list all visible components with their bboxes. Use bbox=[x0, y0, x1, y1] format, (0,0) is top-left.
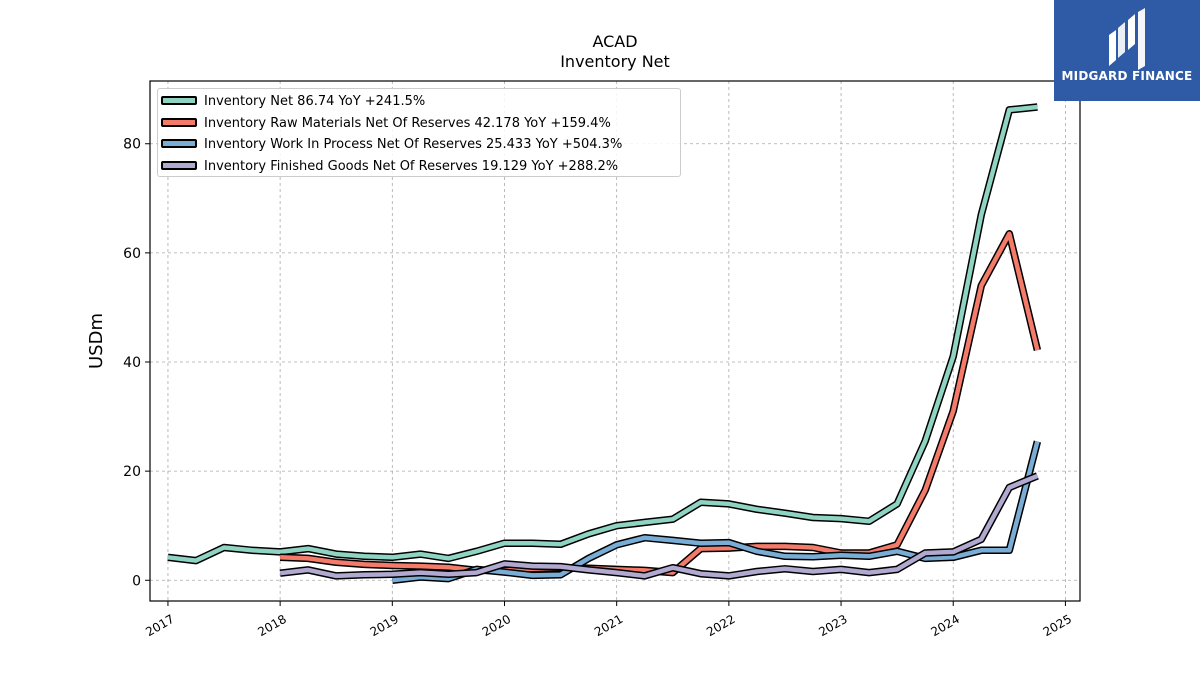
series-lines bbox=[167, 103, 1042, 585]
series-line bbox=[279, 472, 1039, 580]
x-tick-label: 2018 bbox=[255, 612, 288, 639]
legend-swatch bbox=[161, 160, 197, 170]
legend-entry: Inventory Work In Process Net Of Reserve… bbox=[158, 134, 680, 156]
x-tick-label: 2019 bbox=[368, 612, 401, 639]
series-line bbox=[391, 440, 1042, 585]
x-tick-label: 2021 bbox=[592, 612, 625, 639]
legend-swatch bbox=[161, 117, 197, 127]
legend-label: Inventory Net 86.74 YoY +241.5% bbox=[204, 94, 426, 109]
x-tick-label: 2024 bbox=[929, 612, 962, 639]
legend-entry: Inventory Net 86.74 YoY +241.5% bbox=[158, 91, 680, 113]
plot-frame bbox=[149, 80, 1081, 602]
legend-swatch bbox=[161, 96, 197, 105]
x-tick-label: 2020 bbox=[480, 612, 513, 639]
y-axis-label: USDm bbox=[86, 313, 107, 369]
legend-entry: Inventory Finished Goods Net Of Reserves… bbox=[158, 156, 680, 178]
y-tick-label: 0 bbox=[132, 573, 141, 589]
legend-swatch bbox=[161, 139, 197, 148]
y-tick-label: 20 bbox=[123, 464, 141, 480]
legend-label: Inventory Finished Goods Net Of Reserves… bbox=[204, 158, 619, 174]
x-tick-label: 2023 bbox=[816, 612, 849, 639]
legend-label: Inventory Raw Materials Net Of Reserves … bbox=[204, 115, 611, 131]
series-stroke bbox=[392, 440, 1040, 583]
x-tick-label: 2022 bbox=[704, 612, 737, 639]
legend-label: Inventory Work In Process Net Of Reserve… bbox=[204, 137, 623, 152]
chart-subtitle: Inventory Net bbox=[560, 52, 670, 71]
legend-entry: Inventory Raw Materials Net Of Reserves … bbox=[158, 113, 680, 135]
x-tick-label: 2017 bbox=[143, 612, 176, 639]
y-tick-label: 40 bbox=[123, 355, 141, 371]
series-stroke bbox=[279, 473, 1039, 579]
chart-legend: Inventory Net 86.74 YoY +241.5% Inventor… bbox=[157, 88, 681, 177]
series-stroke bbox=[167, 104, 1038, 563]
y-tick-label: 60 bbox=[123, 246, 141, 262]
logo-brand-text: MIDGARD FINANCE bbox=[1061, 69, 1193, 83]
brand-logo: MIDGARD FINANCE bbox=[1054, 0, 1200, 101]
logo-mark-icon bbox=[1109, 8, 1145, 70]
series-line bbox=[167, 103, 1038, 565]
x-tick-label: 2025 bbox=[1041, 612, 1074, 639]
chart-title: ACAD bbox=[592, 32, 638, 51]
y-tick-label: 80 bbox=[123, 137, 141, 153]
